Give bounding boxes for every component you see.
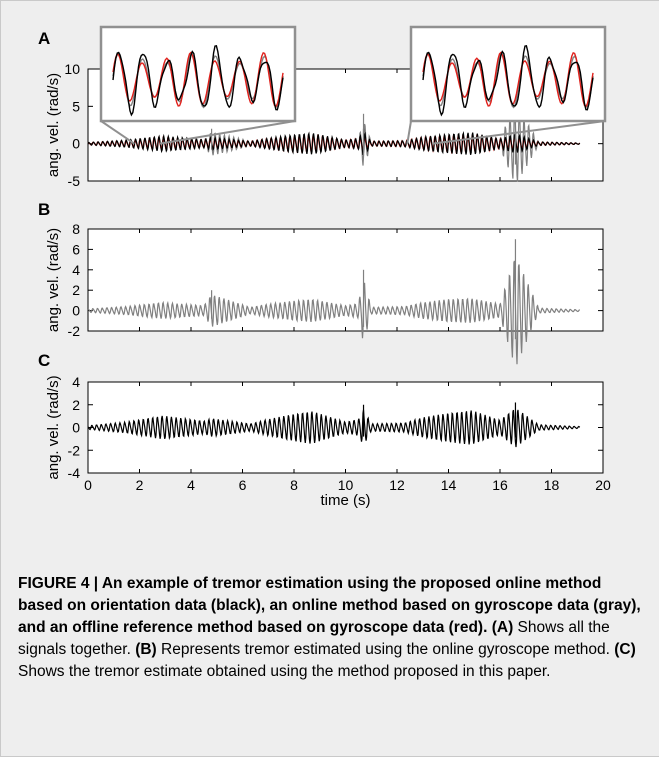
- x-tick-label: 12: [389, 477, 405, 493]
- panel-letter: C: [38, 351, 50, 370]
- caption-text-c: Shows the tremor estimate obtained using…: [18, 663, 551, 680]
- y-tick-label: -2: [68, 323, 81, 339]
- x-tick-label: 18: [544, 477, 560, 493]
- inset-series-line: [112, 44, 284, 117]
- caption-ref-b: (B): [135, 641, 157, 658]
- x-tick-label: 14: [441, 477, 457, 493]
- x-tick-label: 8: [290, 477, 298, 493]
- y-tick-label: 8: [72, 221, 80, 237]
- y-tick-label: -4: [68, 465, 81, 481]
- y-tick-label: 0: [72, 420, 80, 436]
- y-tick-label: -2: [68, 442, 81, 458]
- y-tick-label: 4: [72, 374, 80, 390]
- x-tick-label: 0: [84, 477, 92, 493]
- inset-frame: [99, 25, 297, 123]
- y-axis-label: ang. vel. (rad/s): [45, 228, 62, 332]
- y-tick-label: 6: [72, 241, 80, 257]
- y-tick-label: 0: [72, 136, 80, 152]
- panel-b: B -2 0 2 4 6 8 ang. vel. (rad/s): [38, 200, 604, 365]
- caption-bold-text: An example of tremor estimation using th…: [18, 575, 641, 636]
- x-tick-label: 16: [492, 477, 508, 493]
- y-tick-label: 10: [64, 61, 80, 77]
- caption-ref-c: (C): [614, 641, 636, 658]
- y-tick-label: 2: [72, 397, 80, 413]
- y-axis-label: ang. vel. (rad/s): [45, 73, 62, 177]
- series-line: [87, 260, 580, 365]
- panel-c: C -4 -2 0 2 4 0 2 4 6 8 10 12 14 16 18 20 time (s) ang. ve…: [38, 351, 611, 509]
- x-tick-label: 2: [136, 477, 144, 493]
- y-tick-label: 5: [72, 98, 80, 114]
- inset-series-line: [422, 44, 594, 117]
- caption-ref-a: (A): [491, 619, 514, 636]
- x-tick-label: 20: [595, 477, 611, 493]
- y-tick-label: 2: [72, 282, 80, 298]
- inset-connector: [432, 120, 606, 145]
- series-line: [87, 130, 581, 156]
- caption-text-a: Shows all the signals together.: [18, 619, 610, 658]
- caption-text-b: Represents tremor estimated using the on…: [156, 641, 615, 658]
- inset-upper-left: [99, 25, 297, 145]
- panel-letter: A: [38, 29, 50, 48]
- inset-upper-right: [406, 25, 607, 145]
- y-tick-label: -5: [68, 173, 81, 189]
- series-line: [87, 409, 581, 448]
- inset-connector: [406, 120, 412, 144]
- x-tick-label: 6: [239, 477, 247, 493]
- y-tick-label: 4: [72, 262, 80, 278]
- x-tick-label: 10: [338, 477, 354, 493]
- inset-connector: [159, 120, 296, 145]
- figure-caption: FIGURE 4 | An example of tremor estimati…: [18, 573, 643, 683]
- y-axis-label: ang. vel. (rad/s): [45, 375, 62, 479]
- y-tick-label: 0: [72, 303, 80, 319]
- panel-letter: B: [38, 200, 50, 219]
- inset-frame: [409, 25, 607, 123]
- caption-figure-label: FIGURE 4 |: [18, 575, 102, 592]
- x-tick-label: 4: [187, 477, 195, 493]
- x-axis-label: time (s): [321, 492, 371, 509]
- inset-connector: [100, 120, 135, 145]
